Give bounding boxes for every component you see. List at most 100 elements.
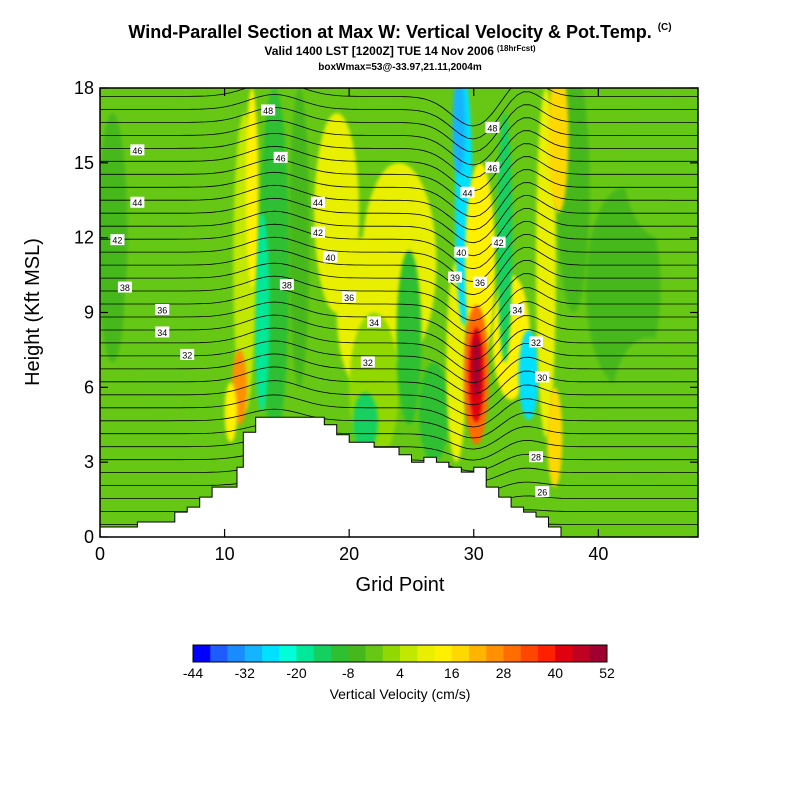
colorbar-swatch [296,645,315,662]
velocity-cell [245,88,259,288]
contour-label-bg [130,196,145,208]
theta-isentrope [100,208,698,257]
velocity-cell [623,88,698,238]
contour-label: 32 [363,358,373,368]
contour-label-bg [535,486,550,498]
contour-label-bg [311,196,326,208]
theta-isentrope [100,130,698,179]
contour-label: 34 [157,328,167,338]
theta-isentrope [100,156,698,205]
contour-label-bg [491,236,506,248]
theta-isentrope [100,195,698,244]
colorbar-swatch [555,645,573,662]
contour-label-bg [155,304,170,316]
colorbar-swatch [538,645,556,662]
contour-label: 36 [157,306,167,316]
theta-isentrope [100,340,698,384]
colorbar-tick-label: -44 [183,665,203,681]
theta-isentrope [100,91,698,140]
contour-label-bg [110,234,125,246]
colorbar-swatch [313,645,332,662]
contour-label: 34 [512,306,522,316]
y-tick-label: 3 [84,452,94,472]
chart-subtitle: Valid 1400 LST [1200Z] TUE 14 Nov 2006 (1… [0,44,800,58]
contour-label: 40 [456,248,466,258]
theta-isentrope [100,380,698,417]
contour-label-bg [279,279,294,291]
theta-isentrope [100,287,698,335]
x-axis-label: Grid Point [355,574,445,596]
contour-label-bg [342,291,357,303]
velocity-cell [452,88,466,176]
theta-isentrope [100,394,698,428]
colorbar-swatch [417,645,435,662]
contour-label: 28 [531,453,541,463]
y-axis-label-wrap: Height (Kft MSL) [22,164,45,386]
theta-contours [100,88,698,527]
colorbar-frame [192,644,608,663]
theta-isentrope [100,314,698,361]
contour-label-bg [261,104,276,116]
colorbar-tick-label: 40 [547,665,563,681]
theta-isentrope [100,327,698,373]
contour-label-bg [529,451,544,463]
colorbar-swatch [469,645,487,662]
y-tick-label: 15 [74,153,94,173]
contour-label-bg [180,348,195,360]
contour-label: 40 [325,253,335,263]
contour-label: 32 [531,338,541,348]
theta-isentrope [100,143,698,192]
contour-label-bg [485,161,500,173]
x-tick-label: 30 [464,544,484,564]
theta-isentrope [100,366,698,406]
velocity-cell [254,212,270,413]
contour-label-bg [323,251,338,263]
y-axis-label: Height (Kft MSL) [22,238,44,386]
colorbar-tick-label: -20 [286,665,306,681]
colorbar-tick-label: -8 [342,665,355,681]
colorbar-swatch [193,645,211,662]
contour-label: 36 [475,278,485,288]
colorbar-swatch [572,645,591,662]
theta-isentrope [100,88,698,127]
colorbar-swatch [382,645,401,662]
colorbar: -44 -32 -20 -8 4 16 28 40 52 [183,644,615,681]
x-tick-label: 20 [339,544,359,564]
contour-label-bg [485,121,500,133]
box-max-info: boxWmax=53@-33.97,21.11,2004m [318,62,482,73]
colorbar-swatch [279,645,297,662]
contour-label: 48 [263,106,273,116]
colorbar-label: Vertical Velocity (cm/s) [329,686,471,702]
contour-label: 44 [463,188,473,198]
contour-label: 39 [450,273,460,283]
contour-label-bg [155,326,170,338]
colorbar-tick-label: 4 [396,665,404,681]
theta-isentrope [100,117,698,166]
contour-label-bg [510,304,525,316]
contour-label-bg [535,371,550,383]
chart-title: Wind-Parallel Section at Max W: Vertical… [0,22,800,43]
contour-label: 46 [487,163,497,173]
velocity-cell [418,362,449,463]
colorbar-tick-label: -32 [235,665,255,681]
contour-label: 26 [537,488,547,498]
x-tick-label: 0 [95,544,105,564]
colorbar-swatch [365,645,384,662]
colorbar-swatch [520,645,539,662]
contour-label-bg [529,336,544,348]
x-tick-label: 40 [588,544,608,564]
contour-label: 32 [182,350,192,360]
colorbar-swatch [227,645,246,662]
contour-label: 38 [120,283,130,293]
contour-label-bg [360,356,375,368]
theta-isentrope [100,273,698,322]
contour-label-bg [311,226,326,238]
contour-label: 42 [313,228,323,238]
theta-isentrope [100,408,698,439]
velocity-cell [289,88,310,388]
colorbar-swatch [503,645,522,662]
theta-isentrope [100,169,698,218]
contour-label-bg [117,281,132,293]
